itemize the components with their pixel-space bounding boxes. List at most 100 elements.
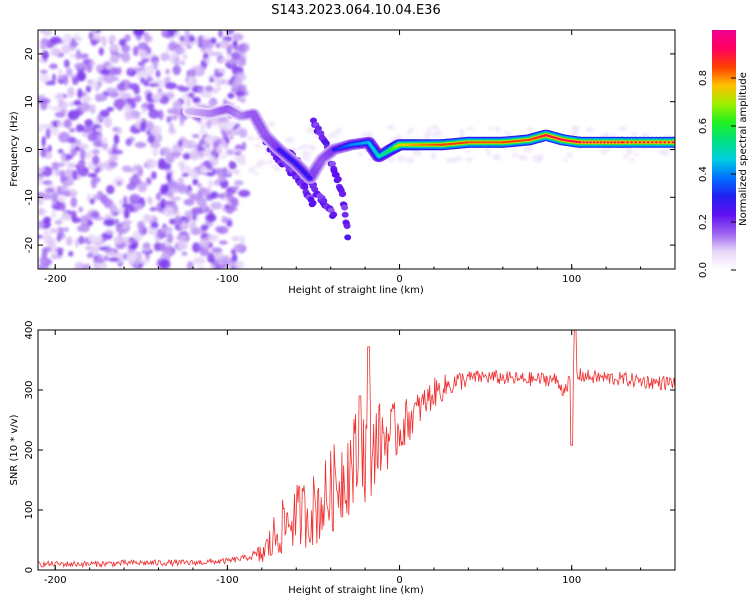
- heatmap-cell: [221, 216, 227, 224]
- heatmap-cell: [146, 196, 153, 204]
- heatmap-cell: [155, 79, 163, 85]
- heatmap-cell: [39, 97, 51, 105]
- heatmap-cell: [486, 150, 491, 157]
- heatmap-cell: [90, 211, 100, 219]
- heatmap-cell: [232, 169, 241, 175]
- heatmap-cell: [417, 143, 421, 146]
- heatmap-cell: [137, 70, 149, 82]
- heatmap-cell: [109, 67, 119, 76]
- heatmap-cell: [235, 90, 245, 97]
- heatmap-cell: [110, 155, 119, 161]
- heatmap-cell: [38, 167, 46, 172]
- heatmap-cell: [155, 69, 161, 78]
- heatmap-cell: [86, 220, 94, 226]
- heatmap-cell: [59, 190, 71, 196]
- heatmap-cell: [51, 161, 60, 171]
- heatmap-cell: [129, 175, 141, 186]
- heatmap-cell: [453, 156, 463, 161]
- heatmap-cell: [166, 190, 174, 198]
- heatmap-cell: [177, 161, 187, 167]
- heatmap-cell: [63, 211, 69, 221]
- heatmap-cell: [184, 30, 190, 37]
- heatmap-cell: [163, 183, 169, 193]
- heatmap-cell: [143, 242, 151, 250]
- y-tick-label: 100: [24, 500, 35, 519]
- heatmap-cell: [85, 85, 92, 93]
- heatmap-cell: [39, 94, 46, 99]
- heatmap-cell: [149, 207, 157, 212]
- heatmap-cell: [234, 260, 245, 269]
- heatmap-cell: [165, 153, 175, 164]
- heatmap-cell: [183, 198, 195, 206]
- heatmap-cell: [631, 131, 638, 136]
- heatmap-cell: [634, 141, 638, 144]
- heatmap-cell: [103, 248, 116, 253]
- heatmap-cell: [408, 127, 415, 133]
- heatmap-cell: [301, 184, 309, 191]
- heatmap-cell: [175, 183, 187, 191]
- heatmap-cell: [405, 157, 415, 164]
- heatmap-marks: [38, 30, 675, 269]
- heatmap-cell: [167, 108, 178, 114]
- heatmap-cell: [518, 154, 528, 161]
- heatmap-cell: [667, 141, 671, 144]
- heatmap-cell: [231, 236, 240, 241]
- heatmap-cell: [650, 141, 654, 144]
- heatmap-cell: [142, 213, 151, 223]
- heatmap-cell: [121, 165, 132, 173]
- heatmap-cell: [202, 35, 211, 40]
- heatmap-cell: [121, 44, 131, 53]
- heatmap-cell: [164, 82, 177, 90]
- heatmap-cell: [464, 157, 474, 162]
- heatmap-cell: [196, 265, 206, 269]
- heatmap-cell: [76, 70, 86, 82]
- heatmap-cell: [431, 124, 439, 130]
- heatmap-cell: [199, 238, 210, 248]
- heatmap-cell: [108, 34, 117, 43]
- heatmap-cell: [118, 38, 127, 47]
- heatmap-cell: [38, 220, 45, 229]
- heatmap-cell: [133, 45, 139, 57]
- colorbar: 0.0 0.2 0.4 0.6 0.8 Normalized spectral ampl…: [698, 30, 749, 278]
- heatmap-cell: [189, 169, 198, 179]
- heatmap-cell: [234, 55, 240, 61]
- heatmap-cell: [585, 141, 589, 144]
- heatmap-cell: [475, 141, 479, 144]
- heatmap-cell: [153, 60, 159, 70]
- heatmap-cell: [166, 233, 174, 244]
- heatmap-cell: [60, 101, 69, 109]
- heatmap-cell: [41, 50, 49, 59]
- heatmap-cell: [215, 42, 221, 49]
- heatmap-cell: [492, 153, 502, 161]
- heatmap-cell: [427, 143, 431, 146]
- heatmap-cell: [182, 53, 188, 61]
- heatmap-cell: [616, 141, 620, 144]
- heatmap-cell: [421, 143, 425, 146]
- colorbar-tick-label: 0.4: [698, 166, 709, 182]
- heatmap-cell: [218, 57, 231, 63]
- heatmap-cell: [436, 143, 439, 146]
- heatmap-cell: [63, 74, 69, 86]
- heatmap-noise: [38, 30, 251, 269]
- heatmap-cell: [44, 153, 52, 160]
- heatmap-cell: [497, 141, 501, 144]
- heatmap-cell: [284, 136, 295, 143]
- heatmap-cell: [134, 141, 147, 149]
- heatmap-cell: [111, 149, 124, 155]
- heatmap-cell: [161, 30, 168, 38]
- heatmap-cell: [458, 128, 465, 135]
- heatmap-cell: [237, 55, 247, 67]
- heatmap-cell: [231, 129, 240, 135]
- heatmap-cell: [198, 130, 205, 135]
- heatmap-cell: [141, 107, 147, 114]
- heatmap-cell: [39, 73, 50, 83]
- heatmap-cell: [60, 151, 67, 160]
- heatmap-cell: [105, 87, 118, 94]
- heatmap-cell: [618, 126, 628, 131]
- heatmap-cell: [174, 153, 180, 159]
- heatmap-cell: [86, 252, 94, 259]
- heatmap-cell: [89, 104, 96, 115]
- heatmap-cell: [219, 40, 230, 49]
- heatmap-cell: [123, 195, 128, 206]
